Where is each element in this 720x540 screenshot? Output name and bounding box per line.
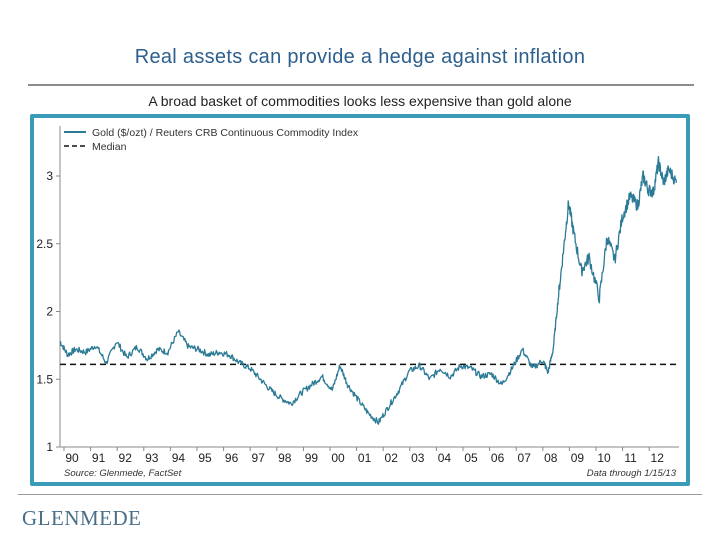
chart-plot: Gold ($/ozt) / Reuters CRB Continuous Co… <box>36 126 679 479</box>
x-tick-label: 12 <box>651 451 665 465</box>
x-tick-label: 94 <box>172 451 186 465</box>
y-tick-label: 2.5 <box>36 237 53 251</box>
y-tick-label: 1.5 <box>36 372 53 386</box>
x-tick-label: 09 <box>571 451 585 465</box>
x-tick-label: 00 <box>331 451 345 465</box>
x-tick-label: 93 <box>145 451 159 465</box>
y-tick-label: 3 <box>46 169 53 183</box>
x-tick-label: 08 <box>544 451 558 465</box>
x-tick-label: 11 <box>624 451 637 465</box>
slide-subtitle: A broad basket of commodities looks less… <box>148 93 572 109</box>
x-tick-label: 03 <box>411 451 425 465</box>
y-tick-label: 2 <box>46 305 53 319</box>
x-tick-label: 90 <box>65 451 79 465</box>
y-tick-label: 1 <box>46 440 53 454</box>
legend-median-label: Median <box>92 141 127 153</box>
series-line-gold-crb-ratio <box>59 155 678 425</box>
x-tick-label: 04 <box>438 451 452 465</box>
x-tick-label: 07 <box>518 451 532 465</box>
source-note: Source: Glenmede, FactSet <box>64 468 182 479</box>
legend-series-label: Gold ($/ozt) / Reuters CRB Continuous Co… <box>92 127 359 139</box>
x-tick-label: 91 <box>92 451 106 465</box>
slide-title: Real assets can provide a hedge against … <box>134 46 586 68</box>
x-tick-label: 92 <box>119 451 133 465</box>
x-tick-label: 99 <box>305 451 319 465</box>
x-tick-label: 96 <box>225 451 239 465</box>
x-tick-label: 95 <box>198 451 212 465</box>
chart-frame: Gold ($/ozt) / Reuters CRB Continuous Co… <box>30 114 690 486</box>
x-tick-label: 97 <box>252 451 266 465</box>
x-tick-label: 05 <box>464 451 478 465</box>
x-tick-label: 98 <box>278 451 292 465</box>
x-tick-label: 06 <box>491 451 505 465</box>
x-tick-label: 10 <box>597 451 611 465</box>
glenmede-logo: GLENMEDE <box>22 506 142 530</box>
x-tick-label: 01 <box>358 451 372 465</box>
data-through-note: Data through 1/15/13 <box>587 468 677 479</box>
footer-divider <box>18 494 702 495</box>
x-tick-label: 02 <box>385 451 399 465</box>
title-divider <box>28 84 694 86</box>
